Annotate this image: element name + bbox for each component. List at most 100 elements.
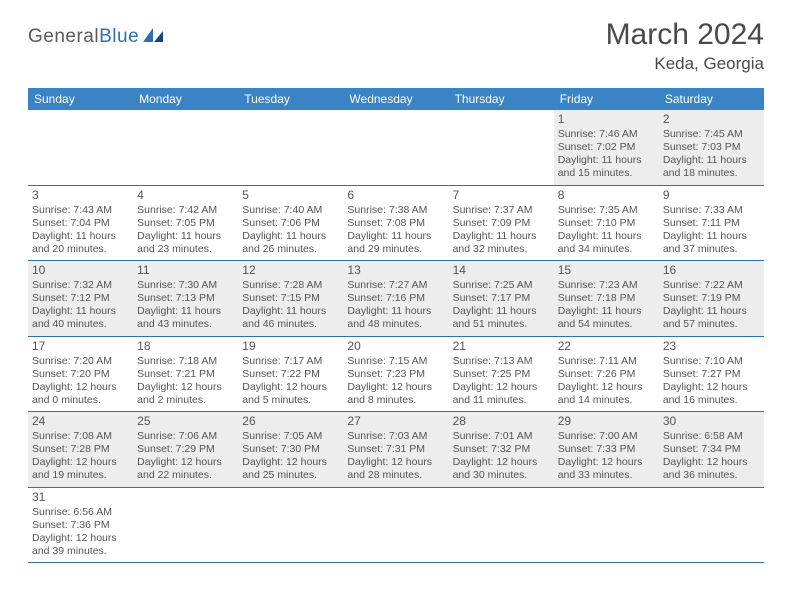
weekday-header-cell: Saturday: [659, 88, 764, 110]
sunset-line: Sunset: 7:32 PM: [453, 443, 550, 456]
daylight-line: Daylight: 12 hours and 22 minutes.: [137, 456, 234, 482]
calendar-day-cell: 11Sunrise: 7:30 AMSunset: 7:13 PMDayligh…: [133, 261, 238, 337]
calendar-row: 1Sunrise: 7:46 AMSunset: 7:02 PMDaylight…: [28, 110, 764, 185]
sunset-line: Sunset: 7:16 PM: [347, 292, 444, 305]
sunrise-line: Sunrise: 7:08 AM: [32, 430, 129, 443]
day-number: 4: [137, 188, 234, 203]
calendar-empty-cell: [343, 487, 448, 563]
calendar-row: 24Sunrise: 7:08 AMSunset: 7:28 PM Dayligh…: [28, 412, 764, 488]
calendar-day-cell: 13Sunrise: 7:27 AMSunset: 7:16 PMDayligh…: [343, 261, 448, 337]
daylight-line: Daylight: 11 hours and 15 minutes.: [558, 154, 655, 180]
calendar-day-cell: 6Sunrise: 7:38 AMSunset: 7:08 PMDaylight…: [343, 185, 448, 261]
calendar-empty-cell: [449, 110, 554, 185]
sunset-line: Sunset: 7:03 PM: [663, 141, 760, 154]
day-number: 12: [242, 263, 339, 278]
sunrise-line: Sunrise: 7:03 AM: [347, 430, 444, 443]
sunrise-line: Sunrise: 6:58 AM: [663, 430, 760, 443]
sunrise-line: Sunrise: 7:00 AM: [558, 430, 655, 443]
header: GeneralBlue March 2024 Keda, Georgia: [0, 0, 792, 82]
calendar-empty-cell: [449, 487, 554, 563]
calendar-day-cell: 16Sunrise: 7:22 AMSunset: 7:19 PMDayligh…: [659, 261, 764, 337]
sunset-line: Sunset: 7:22 PM: [242, 368, 339, 381]
day-number: 30: [663, 414, 760, 429]
sunset-line: Sunset: 7:15 PM: [242, 292, 339, 305]
daylight-line: Daylight: 12 hours and 11 minutes.: [453, 381, 550, 407]
sunset-line: Sunset: 7:28 PM: [32, 443, 129, 456]
daylight-line: Daylight: 11 hours and 40 minutes.: [32, 305, 129, 331]
day-number: 8: [558, 188, 655, 203]
weekday-header-cell: Sunday: [28, 88, 133, 110]
daylight-line: Daylight: 11 hours and 37 minutes.: [663, 230, 760, 256]
sunset-line: Sunset: 7:09 PM: [453, 217, 550, 230]
sunrise-line: Sunrise: 7:43 AM: [32, 204, 129, 217]
daylight-line: Daylight: 11 hours and 57 minutes.: [663, 305, 760, 331]
calendar-day-cell: 15Sunrise: 7:23 AMSunset: 7:18 PMDayligh…: [554, 261, 659, 337]
sunset-line: Sunset: 7:25 PM: [453, 368, 550, 381]
calendar-day-cell: 1Sunrise: 7:46 AMSunset: 7:02 PMDaylight…: [554, 110, 659, 185]
calendar-day-cell: 20Sunrise: 7:15 AMSunset: 7:23 PMDayligh…: [343, 336, 448, 412]
daylight-line: Daylight: 11 hours and 34 minutes.: [558, 230, 655, 256]
sunrise-line: Sunrise: 7:01 AM: [453, 430, 550, 443]
sunrise-line: Sunrise: 7:15 AM: [347, 355, 444, 368]
calendar-table: SundayMondayTuesdayWednesdayThursdayFrid…: [28, 88, 764, 563]
sunset-line: Sunset: 7:13 PM: [137, 292, 234, 305]
day-number: 3: [32, 188, 129, 203]
daylight-line: Daylight: 12 hours and 30 minutes.: [453, 456, 550, 482]
day-number: 31: [32, 490, 129, 505]
calendar-day-cell: 30Sunrise: 6:58 AMSunset: 7:34 PMDayligh…: [659, 412, 764, 488]
calendar-row: 17Sunrise: 7:20 AMSunset: 7:20 PMDayligh…: [28, 336, 764, 412]
sunset-line: Sunset: 7:06 PM: [242, 217, 339, 230]
sunset-line: Sunset: 7:17 PM: [453, 292, 550, 305]
sunrise-line: Sunrise: 7:32 AM: [32, 279, 129, 292]
day-number: 22: [558, 339, 655, 354]
sunrise-line: Sunrise: 7:20 AM: [32, 355, 129, 368]
calendar-day-cell: 22Sunrise: 7:11 AMSunset: 7:26 PMDayligh…: [554, 336, 659, 412]
calendar-empty-cell: [659, 487, 764, 563]
calendar-day-cell: 19Sunrise: 7:17 AMSunset: 7:22 PMDayligh…: [238, 336, 343, 412]
calendar-day-cell: 4Sunrise: 7:42 AMSunset: 7:05 PMDaylight…: [133, 185, 238, 261]
daylight-line: Daylight: 11 hours and 26 minutes.: [242, 230, 339, 256]
daylight-line: Daylight: 11 hours and 29 minutes.: [347, 230, 444, 256]
sunrise-line: Sunrise: 7:23 AM: [558, 279, 655, 292]
sunrise-line: Sunrise: 7:40 AM: [242, 204, 339, 217]
day-number: 2: [663, 112, 760, 127]
day-number: 24: [32, 414, 129, 429]
day-number: 10: [32, 263, 129, 278]
sunrise-line: Sunrise: 7:05 AM: [242, 430, 339, 443]
calendar-empty-cell: [133, 487, 238, 563]
day-number: 19: [242, 339, 339, 354]
calendar-empty-cell: [343, 110, 448, 185]
day-number: 7: [453, 188, 550, 203]
calendar-row: 10Sunrise: 7:32 AMSunset: 7:12 PMDayligh…: [28, 261, 764, 337]
daylight-line: Daylight: 12 hours and 25 minutes.: [242, 456, 339, 482]
daylight-line: Daylight: 11 hours and 46 minutes.: [242, 305, 339, 331]
weekday-header-cell: Wednesday: [343, 88, 448, 110]
logo-sail-icon: [143, 28, 165, 44]
sunset-line: Sunset: 7:29 PM: [137, 443, 234, 456]
calendar-empty-cell: [238, 487, 343, 563]
daylight-line: Daylight: 11 hours and 32 minutes.: [453, 230, 550, 256]
sunrise-line: Sunrise: 7:27 AM: [347, 279, 444, 292]
daylight-line: Daylight: 12 hours and 14 minutes.: [558, 381, 655, 407]
day-number: 14: [453, 263, 550, 278]
sunrise-line: Sunrise: 7:37 AM: [453, 204, 550, 217]
day-number: 23: [663, 339, 760, 354]
day-number: 27: [347, 414, 444, 429]
day-number: 11: [137, 263, 234, 278]
weekday-header-cell: Friday: [554, 88, 659, 110]
sunrise-line: Sunrise: 7:13 AM: [453, 355, 550, 368]
calendar-day-cell: 14Sunrise: 7:25 AMSunset: 7:17 PMDayligh…: [449, 261, 554, 337]
day-number: 1: [558, 112, 655, 127]
daylight-line: Daylight: 11 hours and 18 minutes.: [663, 154, 760, 180]
daylight-line: Daylight: 12 hours and 33 minutes.: [558, 456, 655, 482]
daylight-line: Daylight: 11 hours and 54 minutes.: [558, 305, 655, 331]
sunset-line: Sunset: 7:36 PM: [32, 519, 129, 532]
sunset-line: Sunset: 7:02 PM: [558, 141, 655, 154]
daylight-line: Daylight: 11 hours and 51 minutes.: [453, 305, 550, 331]
logo: GeneralBlue: [28, 18, 165, 48]
sunrise-line: Sunrise: 7:06 AM: [137, 430, 234, 443]
logo-word-2: Blue: [99, 26, 139, 47]
calendar-day-cell: 5Sunrise: 7:40 AMSunset: 7:06 PMDaylight…: [238, 185, 343, 261]
day-number: 6: [347, 188, 444, 203]
weekday-header-cell: Thursday: [449, 88, 554, 110]
